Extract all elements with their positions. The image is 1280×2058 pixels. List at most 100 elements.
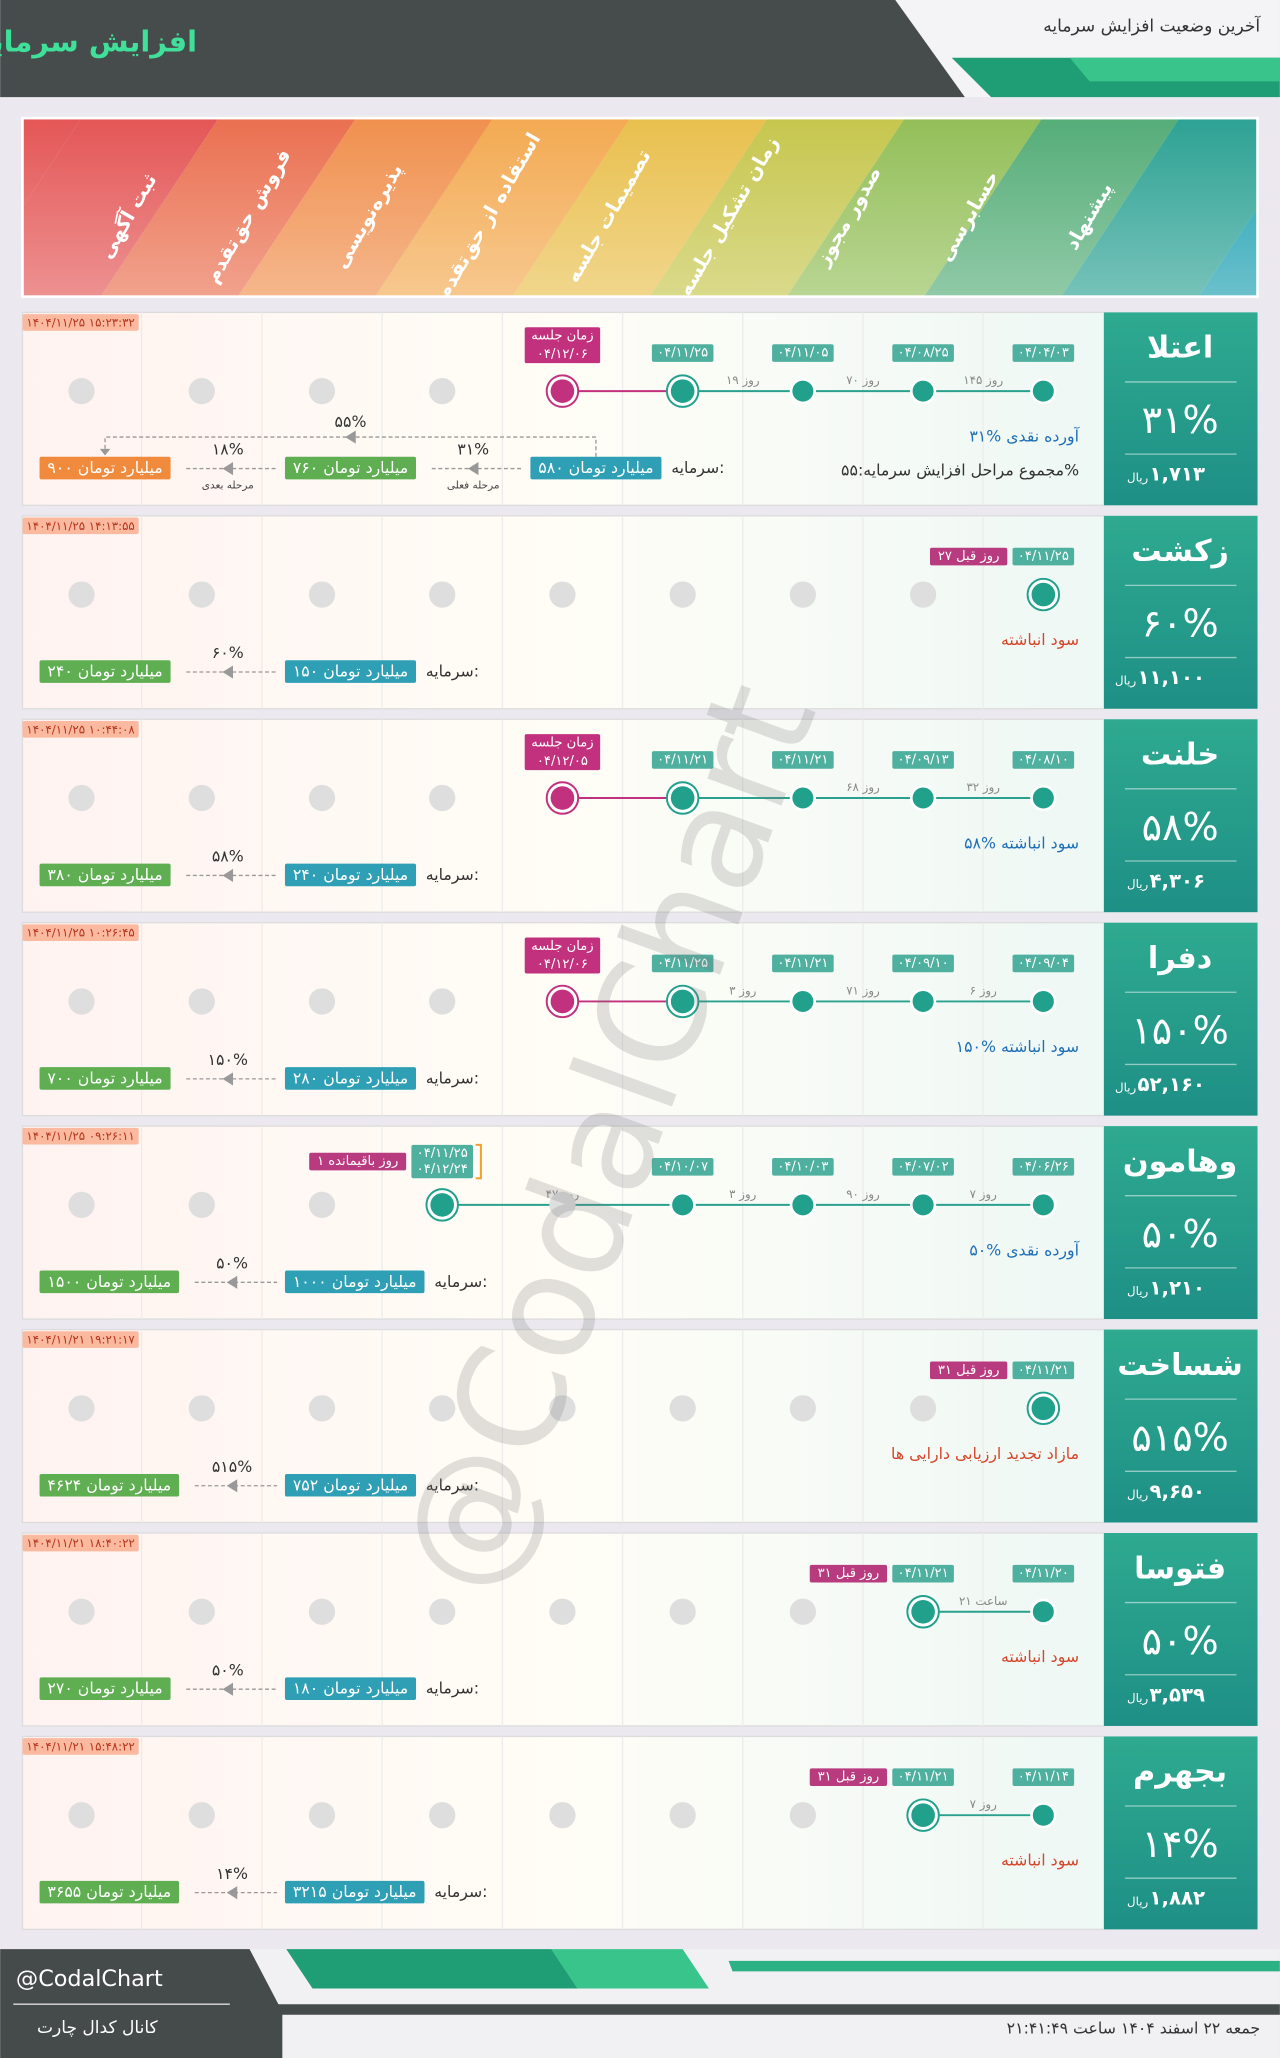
step-box [651, 344, 714, 362]
capital-label: سرمایه: [426, 1068, 479, 1088]
step-box [772, 344, 834, 362]
step-date: ۰۴/۰۷/۰۲ [898, 1159, 949, 1174]
capital-box: ۱۵۰ میلیارد تومان [293, 662, 408, 682]
capital-box: ۲۷۰ میلیارد تومان [47, 1679, 162, 1699]
company-card [1103, 1126, 1258, 1320]
step-date: ۰۴/۱۲/۰۶ [537, 957, 588, 972]
capital-label: سرمایه: [426, 865, 479, 885]
company-row: ۱۴۰۴/۱۱/۲۵ ۱۰:۲۶:۴۵ ۳ روز ۷۱ روز ۶ روز زمان … [21, 922, 1258, 1117]
company-price-unit: ریال [1115, 1081, 1136, 1096]
stage-dot-empty [68, 1598, 95, 1625]
stage-dot-empty [549, 1191, 576, 1218]
gap-label: ۳۲ روز [966, 780, 1000, 795]
stage-dot [1031, 582, 1056, 607]
capital-label: سرمایه: [426, 1475, 479, 1495]
stage-dot [1030, 378, 1057, 405]
stage-dot-empty [188, 1802, 215, 1829]
gap-label: ۷ روز [970, 1187, 997, 1202]
step-date: ۰۴/۱۱/۲۱ [657, 752, 708, 767]
company-percent: ۱۴% [1142, 1822, 1219, 1866]
company-name: بجهرم [1133, 1755, 1227, 1790]
capital-box: ۵۸۰ میلیارد تومان [538, 458, 653, 478]
step-badge-bg [929, 547, 1008, 566]
stage-dot-empty [909, 1395, 937, 1422]
step-date: ۰۴/۰۹/۱۳ [898, 752, 949, 767]
capital-percent: ۵۸% [212, 847, 244, 866]
step-date: ۰۴/۱۱/۱۴ [1018, 1770, 1069, 1785]
stage-dot-empty [308, 581, 336, 608]
stage-dot-empty [68, 988, 95, 1015]
company-price-unit: ریال [1115, 674, 1136, 689]
total-arrow-mid [345, 430, 356, 444]
step-box [1012, 1768, 1075, 1786]
stage-dot-empty [68, 378, 95, 405]
step-box [772, 751, 834, 769]
footer-date: جمعه ۲۲ اسفند ۱۴۰۴ ساعت ۲۱:۴۱:۴۹ [1007, 2019, 1260, 2038]
company-name: وهامون [1123, 1144, 1237, 1179]
page-title: افزایش سرمایه [0, 24, 197, 58]
note-extra: مجموع مراحل افزایش سرمایه:۵۵% [841, 461, 1079, 481]
step-badge-bg [809, 1768, 888, 1786]
capital-box-bg [284, 1880, 425, 1904]
company-row: ۱۴۰۴/۱۱/۲۵ ۱۰:۴۴:۰۸ ۶۸ روز ۳۲ روز زمان جلسه… [21, 718, 1258, 913]
stage-dot-empty [68, 581, 95, 608]
stage-dot [909, 378, 937, 405]
capital-box-bg [284, 1473, 417, 1497]
step-box [651, 954, 714, 973]
step-box [1012, 547, 1075, 566]
step-box [772, 954, 834, 973]
step-badge-bg [929, 1361, 1008, 1380]
stage-dot [789, 378, 817, 405]
capital-box-bg [39, 1880, 180, 1904]
stage-dot-empty [308, 1191, 336, 1218]
step-date: ۰۴/۱۰/۰۷ [657, 1159, 708, 1174]
note: سود انباشته [1001, 1647, 1079, 1667]
step-date: ۰۴/۱۱/۲۵ [1018, 549, 1069, 564]
timestamp: ۱۴۰۴/۱۱/۲۱ ۱۹:۲۱:۱۷ [26, 1333, 134, 1347]
stage-dot [911, 1803, 935, 1827]
step-date: ۰۴/۰۸/۱۰ [1018, 752, 1069, 767]
company-price: ۱۱,۱۰۰ [1138, 666, 1206, 689]
step-box [524, 734, 601, 771]
company-price-unit: ریال [1127, 470, 1148, 485]
step-date: ۰۴/۱۲/۰۵ [537, 754, 588, 769]
company-row: ۱۴۰۴/۱۱/۲۵ ۱۴:۱۳:۵۵ ۰۴/۱۱/۲۵ ۲۷ روز قبل سود… [21, 515, 1258, 710]
step-date: ۰۴/۰۸/۲۵ [898, 346, 949, 361]
step-box [1012, 751, 1075, 769]
stage-dot-empty [549, 1598, 576, 1625]
company-card [1103, 719, 1258, 913]
step-date: ۰۴/۱۲/۰۶ [537, 347, 588, 362]
company-price: ۳,۵۳۹ [1150, 1683, 1206, 1706]
gap-label: ۳ روز [729, 1187, 756, 1202]
stage-dot [1030, 1191, 1057, 1218]
step-badge: ۳۱ روز قبل [938, 1363, 1000, 1378]
company-row: ۱۴۰۴/۱۱/۲۱ ۱۸:۴۰:۲۲ ۲۱ ساعت ۰۴/۱۱/۲۱ ۳۱ روز… [21, 1532, 1258, 1727]
banner-frame [21, 116, 1259, 298]
company-percent: ۵۱۵% [1131, 1415, 1228, 1459]
timestamp: ۱۴۰۴/۱۱/۲۵ ۱۵:۲۳:۳۲ [26, 315, 134, 329]
stage-dot [1031, 1396, 1056, 1421]
capital-arrow-head [226, 1479, 238, 1493]
stage-dot [909, 784, 937, 812]
step-box [1012, 344, 1075, 362]
step-box [651, 751, 714, 769]
timestamp: ۱۴۰۴/۱۱/۲۱ ۱۵:۴۸:۲۲ [26, 1739, 134, 1753]
footer-stripe-light [551, 1949, 709, 1989]
stage-fade [22, 118, 1258, 297]
capital-box-bg [39, 1473, 180, 1497]
step-date: ۰۴/۱۱/۲۰ [1018, 1566, 1069, 1581]
company-name: زکشت [1131, 534, 1229, 569]
stage-dot-empty [188, 1395, 215, 1422]
stage-dot [670, 379, 695, 403]
stage-dot-empty [669, 1802, 696, 1829]
capital-percent: ۵۱۵% [212, 1457, 252, 1476]
capital-percent: ۱۵۰% [208, 1050, 248, 1069]
stage-dot-empty [68, 1802, 95, 1829]
capital-percent: ۵۰% [216, 1253, 248, 1272]
row-bg [21, 1532, 1105, 1727]
stage-dot-empty [429, 784, 456, 812]
capital-label: سرمایه: [434, 1272, 487, 1292]
capital-box-bg [39, 456, 171, 480]
company-row: ۱۴۰۴/۱۱/۲۵ ۱۵:۲۳:۳۲ ۱۹ روز ۷۰ روز ۱۴۵ روز زم… [21, 311, 1258, 506]
